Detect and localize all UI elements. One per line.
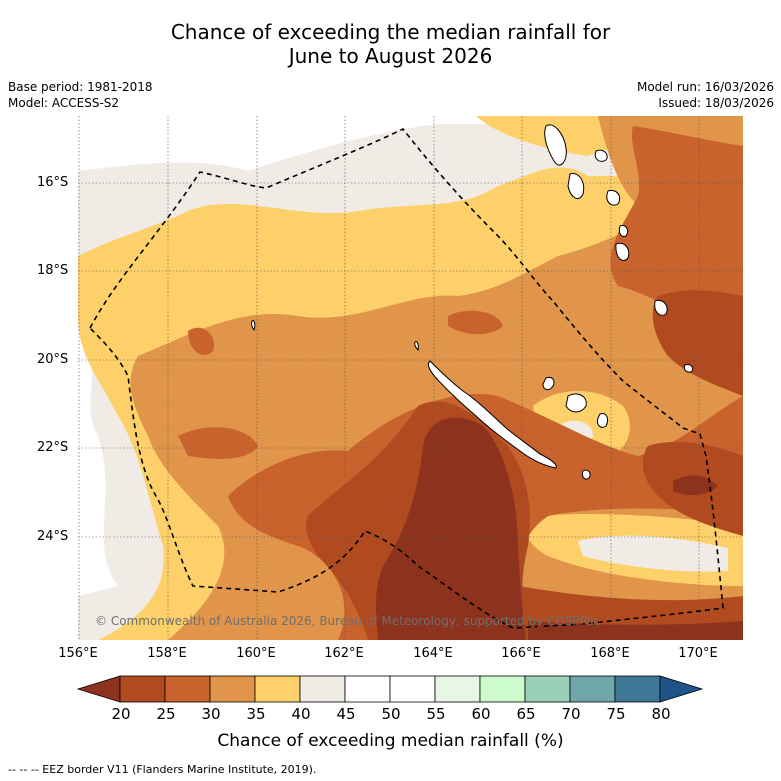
issued-date: Issued: 18/03/2026: [658, 96, 774, 110]
island-east: [683, 364, 694, 373]
island-east: [654, 299, 668, 316]
vanuatu-malekula: [567, 172, 585, 199]
colorbar-bin: [434, 675, 481, 703]
lat-label-16s: 16°S: [37, 175, 69, 190]
vanuatu-island: [594, 149, 608, 162]
zone-40-45-southeast: [578, 535, 728, 572]
colorbar-tick: 35: [246, 705, 266, 723]
rainfall-map: [78, 116, 743, 640]
lon-label-158e: 158°E: [147, 646, 187, 661]
lat-label-18s: 18°S: [37, 263, 69, 278]
colorbar-tick: 65: [516, 705, 536, 723]
colorbar-bin: [344, 675, 391, 703]
lat-label-22s: 22°S: [37, 440, 69, 455]
colorbar-tick: 70: [561, 705, 581, 723]
colorbar-bins: [119, 675, 661, 703]
base-period: Base period: 1981-2018: [8, 80, 153, 94]
copyright-notice: © Commonwealth of Australia 2026, Bureau…: [95, 614, 601, 628]
colorbar-tick: 40: [291, 705, 311, 723]
zone-25-30-southwest: [178, 427, 258, 459]
loyalty-island: [565, 393, 587, 413]
colorbar-bin: [164, 675, 211, 703]
colorbar-bin: [524, 675, 571, 703]
colorbar-tick: 20: [111, 705, 131, 723]
colorbar-bin: [569, 675, 616, 703]
loyalty-island: [542, 377, 555, 391]
vanuatu-erromango: [615, 242, 630, 261]
colorbar-bin: [389, 675, 436, 703]
colorbar-bin: [479, 675, 526, 703]
colorbar-tick: 75: [606, 705, 626, 723]
colorbar-bin: [254, 675, 301, 703]
title-line-2: June to August 2026: [288, 44, 493, 68]
zone-25-30-west: [188, 327, 214, 355]
colorbar-tick: 60: [471, 705, 491, 723]
vanuatu-efate: [606, 189, 621, 206]
zone-45-50-west: [78, 316, 118, 596]
zone-20-25-northeast: [652, 290, 743, 396]
eez-legend-note: -- -- -- EEZ border V11 (Flanders Marine…: [8, 763, 317, 776]
colorbar-low-extend: [76, 675, 121, 703]
vanuatu-tanna: [618, 225, 629, 237]
loyalty-island: [597, 413, 609, 428]
colorbar-tick: 25: [156, 705, 176, 723]
colorbar-bin: [119, 675, 166, 703]
colorbar-bin: [614, 675, 661, 703]
lon-label-168e: 168°E: [590, 646, 630, 661]
island-small: [414, 341, 419, 352]
lon-label-170e: 170°E: [678, 646, 718, 661]
zone-25-30-central: [448, 310, 503, 335]
new-caledonia-grande-terre: [427, 360, 557, 469]
lon-label-160e: 160°E: [236, 646, 276, 661]
model-run: Model run: 16/03/2026: [636, 80, 774, 94]
lon-label-156e: 156°E: [58, 646, 98, 661]
lon-label-162e: 162°E: [324, 646, 364, 661]
map-svg: [78, 116, 743, 640]
lat-label-20s: 20°S: [37, 352, 69, 367]
title-line-1: Chance of exceeding the median rainfall …: [170, 20, 611, 44]
colorbar-label: Chance of exceeding median rainfall (%): [217, 731, 564, 751]
chesterfield-islands: [251, 320, 256, 331]
colorbar-tick: 30: [201, 705, 221, 723]
lat-label-24s: 24°S: [37, 529, 69, 544]
isle-of-pines: [582, 469, 591, 480]
colorbar-tick: 55: [426, 705, 446, 723]
colorbar-svg: [76, 675, 704, 703]
zone-below-20: [375, 417, 526, 640]
colorbar-bin: [209, 675, 256, 703]
vanuatu-espiritu-santo: [544, 124, 567, 166]
graticule: [78, 116, 743, 640]
colorbar-bin: [299, 675, 346, 703]
colorbar-tick: 50: [381, 705, 401, 723]
zone-below-20-east: [673, 475, 718, 496]
model-name: Model: ACCESS-S2: [8, 96, 120, 110]
colorbar-tick: 45: [336, 705, 356, 723]
zone-below-20-south: [528, 621, 743, 640]
lon-label-166e: 166°E: [501, 646, 541, 661]
colorbar-high-extend: [659, 675, 704, 703]
colorbar-tick: 80: [651, 705, 671, 723]
lon-label-164e: 164°E: [413, 646, 453, 661]
